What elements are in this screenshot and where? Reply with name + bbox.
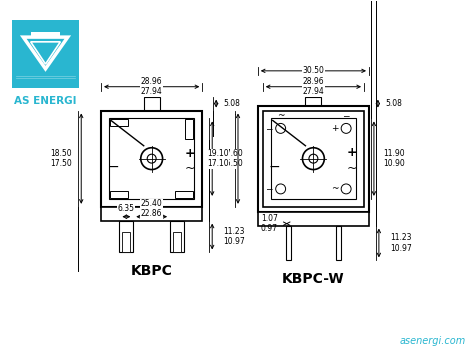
- Text: 17.60
15.50: 17.60 15.50: [221, 149, 243, 168]
- Text: 5.08: 5.08: [224, 99, 240, 108]
- Text: 11.23
10.97: 11.23 10.97: [390, 233, 411, 253]
- Bar: [286, 226, 291, 260]
- Bar: [101, 207, 202, 221]
- Text: +: +: [347, 146, 357, 159]
- Text: 11.90
10.90: 11.90 10.90: [383, 149, 405, 168]
- Bar: [110, 120, 128, 126]
- Text: ~: ~: [277, 111, 284, 120]
- Text: −: −: [265, 124, 273, 133]
- Bar: [37, 27, 54, 32]
- Bar: [258, 212, 369, 226]
- Text: −: −: [107, 160, 119, 174]
- Text: 30.50: 30.50: [302, 66, 324, 75]
- Bar: [173, 232, 181, 252]
- Text: 28.96
27.94: 28.96 27.94: [302, 77, 324, 97]
- Text: 1.07
0.97: 1.07 0.97: [261, 214, 278, 233]
- Bar: [258, 105, 369, 212]
- Text: 11.23
10.97: 11.23 10.97: [223, 227, 245, 246]
- Circle shape: [302, 148, 324, 170]
- Bar: [170, 221, 184, 252]
- Text: +: +: [185, 147, 196, 160]
- Bar: [101, 110, 202, 207]
- Bar: [271, 119, 356, 199]
- Text: KBPC: KBPC: [131, 264, 173, 278]
- Text: −: −: [265, 184, 273, 193]
- Text: 25.40
22.86: 25.40 22.86: [141, 199, 163, 218]
- Bar: [119, 221, 133, 252]
- Text: 18.50
17.50: 18.50 17.50: [51, 149, 72, 168]
- Bar: [12, 20, 79, 88]
- Bar: [263, 110, 364, 207]
- Text: ~: ~: [185, 162, 196, 175]
- Circle shape: [141, 148, 163, 170]
- Text: −: −: [269, 160, 281, 174]
- Bar: [336, 226, 341, 260]
- Bar: [144, 97, 160, 110]
- Circle shape: [309, 154, 318, 163]
- Text: +: +: [331, 124, 338, 133]
- Circle shape: [147, 154, 156, 163]
- Bar: [109, 119, 194, 199]
- Bar: [185, 120, 193, 139]
- Bar: [175, 191, 193, 198]
- Text: 6.35: 6.35: [118, 204, 135, 213]
- Text: KBPC-W: KBPC-W: [282, 272, 345, 286]
- Text: asenergi.com: asenergi.com: [400, 336, 466, 346]
- Text: −: −: [342, 111, 350, 120]
- Bar: [110, 191, 128, 198]
- Bar: [31, 32, 60, 37]
- Text: AS ENERGI: AS ENERGI: [14, 95, 77, 106]
- Text: 28.96
27.94: 28.96 27.94: [141, 77, 163, 97]
- Bar: [305, 97, 321, 110]
- Text: 19.10
17.10: 19.10 17.10: [207, 149, 229, 168]
- Bar: [122, 232, 130, 252]
- Text: ~: ~: [347, 162, 357, 175]
- Text: 5.08: 5.08: [385, 99, 402, 108]
- Text: ~: ~: [331, 184, 338, 193]
- Polygon shape: [31, 42, 60, 64]
